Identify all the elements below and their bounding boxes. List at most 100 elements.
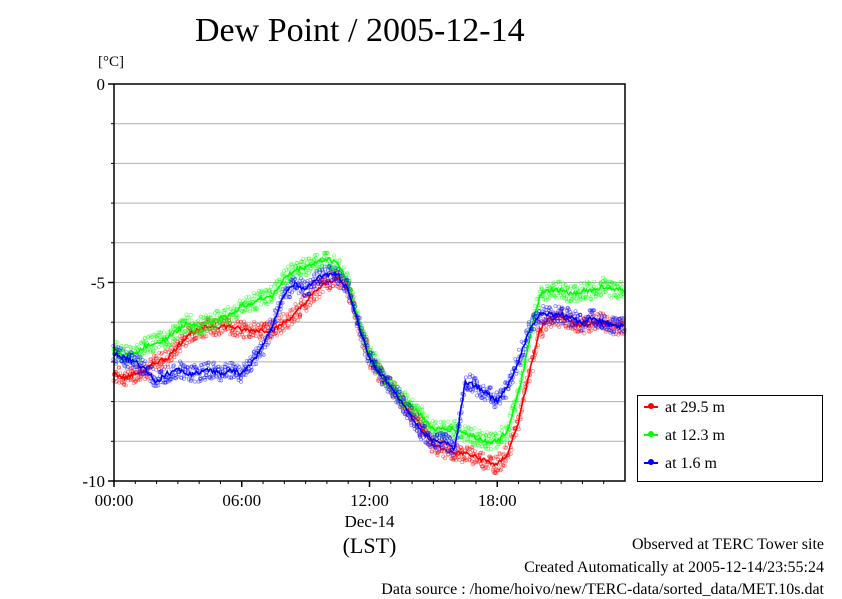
data-point-at-12-3-m xyxy=(309,266,314,271)
data-point-at-29-5-m xyxy=(337,286,342,291)
data-point-at-12-3-m xyxy=(308,266,313,271)
data-point-at-12-3-m xyxy=(546,284,551,289)
data-point-at-12-3-m xyxy=(312,254,317,259)
data-point-at-29-5-m xyxy=(489,455,494,460)
data-point-at-12-3-m xyxy=(124,344,129,349)
data-point-at-12-3-m xyxy=(208,312,213,317)
data-point-at-12-3-m xyxy=(513,409,518,414)
data-point-at-29-5-m xyxy=(368,366,373,371)
data-point-at-29-5-m xyxy=(252,322,257,327)
data-point-at-12-3-m xyxy=(486,446,491,451)
data-point-at-12-3-m xyxy=(311,257,316,262)
data-point-at-12-3-m xyxy=(497,441,502,446)
data-point-at-12-3-m xyxy=(370,351,375,356)
data-point-at-12-3-m xyxy=(468,427,473,432)
data-point-at-12-3-m xyxy=(414,416,419,421)
data-point-at-12-3-m xyxy=(484,447,489,452)
data-point-at-12-3-m xyxy=(345,272,350,277)
data-point-at-29-5-m xyxy=(314,297,319,302)
data-point-at-12-3-m xyxy=(145,349,150,354)
data-point-at-29-5-m xyxy=(298,301,303,306)
data-point-at-29-5-m xyxy=(240,324,245,329)
data-point-at-29-5-m xyxy=(235,334,240,339)
data-point-at-29-5-m xyxy=(187,325,192,330)
data-point-at-12-3-m xyxy=(250,296,255,301)
data-point-at-29-5-m xyxy=(539,335,544,340)
data-point-at-12-3-m xyxy=(281,271,286,276)
data-point-at-29-5-m xyxy=(587,325,592,330)
data-point-at-12-3-m xyxy=(477,428,482,433)
data-point-at-29-5-m xyxy=(133,378,138,383)
data-point-at-29-5-m xyxy=(268,334,273,339)
data-point-at-12-3-m xyxy=(164,342,169,347)
data-point-at-12-3-m xyxy=(442,423,447,428)
data-point-at-29-5-m xyxy=(593,327,598,332)
data-point-at-12-3-m xyxy=(243,307,248,312)
data-point-at-12-3-m xyxy=(204,329,209,334)
data-point-at-29-5-m xyxy=(116,365,121,370)
data-point-at-29-5-m xyxy=(499,462,504,467)
data-point-at-12-3-m xyxy=(499,440,504,445)
data-point-at-29-5-m xyxy=(204,334,209,339)
data-point-at-29-5-m xyxy=(268,336,273,341)
data-point-at-29-5-m xyxy=(260,334,265,339)
data-point-at-12-3-m xyxy=(539,286,544,291)
data-point-at-29-5-m xyxy=(296,310,301,315)
data-point-at-12-3-m xyxy=(218,321,223,326)
data-point-at-29-5-m xyxy=(461,457,466,462)
data-point-at-12-3-m xyxy=(205,325,210,330)
data-point-at-29-5-m xyxy=(388,391,393,396)
data-point-at-29-5-m xyxy=(307,300,312,305)
data-point-at-12-3-m xyxy=(402,403,407,408)
data-point-at-12-3-m xyxy=(264,289,269,294)
data-point-at-29-5-m xyxy=(376,376,381,381)
data-point-at-29-5-m xyxy=(194,336,199,341)
data-point-at-12-3-m xyxy=(438,431,443,436)
data-point-at-29-5-m xyxy=(169,358,174,363)
data-point-at-29-5-m xyxy=(557,324,562,329)
data-point-at-12-3-m xyxy=(228,306,233,311)
data-point-at-29-5-m xyxy=(282,323,287,328)
data-point-at-29-5-m xyxy=(242,319,247,324)
data-point-at-12-3-m xyxy=(324,251,329,256)
data-point-at-29-5-m xyxy=(575,330,580,335)
data-point-at-12-3-m xyxy=(259,288,264,293)
data-point-at-12-3-m xyxy=(325,250,330,255)
data-point-at-29-5-m xyxy=(202,334,207,339)
data-point-at-29-5-m xyxy=(514,433,519,438)
data-point-at-12-3-m xyxy=(315,264,320,269)
data-point-at-29-5-m xyxy=(562,321,567,326)
data-point-at-12-3-m xyxy=(267,299,272,304)
data-point-at-12-3-m xyxy=(476,432,481,437)
data-point-at-29-5-m xyxy=(258,333,263,338)
data-point-at-29-5-m xyxy=(192,336,197,341)
data-point-at-29-5-m xyxy=(464,458,469,463)
data-point-at-12-3-m xyxy=(545,297,550,302)
data-point-at-29-5-m xyxy=(502,445,507,450)
data-point-at-29-5-m xyxy=(238,320,243,325)
data-point-at-12-3-m xyxy=(155,336,160,341)
data-point-at-29-5-m xyxy=(606,327,611,332)
data-point-at-12-3-m xyxy=(308,259,313,264)
data-point-at-12-3-m xyxy=(543,295,548,300)
data-point-at-12-3-m xyxy=(321,255,326,260)
data-point-at-29-5-m xyxy=(462,458,467,463)
data-point-at-29-5-m xyxy=(574,328,579,333)
data-point-at-12-3-m xyxy=(170,324,175,329)
data-point-at-29-5-m xyxy=(466,447,471,452)
legend-label-1-6m: at 1.6 m xyxy=(665,455,717,472)
data-point-at-29-5-m xyxy=(566,310,571,315)
data-point-at-29-5-m xyxy=(478,450,483,455)
data-point-at-29-5-m xyxy=(195,332,200,337)
data-point-at-29-5-m xyxy=(173,338,178,343)
data-point-at-12-3-m xyxy=(173,323,178,328)
data-point-at-29-5-m xyxy=(417,414,422,419)
data-point-at-29-5-m xyxy=(547,322,552,327)
data-point-at-29-5-m xyxy=(316,277,321,282)
data-point-at-12-3-m xyxy=(277,290,282,295)
data-point-at-29-5-m xyxy=(293,305,298,310)
data-point-at-29-5-m xyxy=(602,314,607,319)
data-point-at-29-5-m xyxy=(596,312,601,317)
data-point-at-29-5-m xyxy=(586,329,591,334)
data-point-at-29-5-m xyxy=(259,326,264,331)
